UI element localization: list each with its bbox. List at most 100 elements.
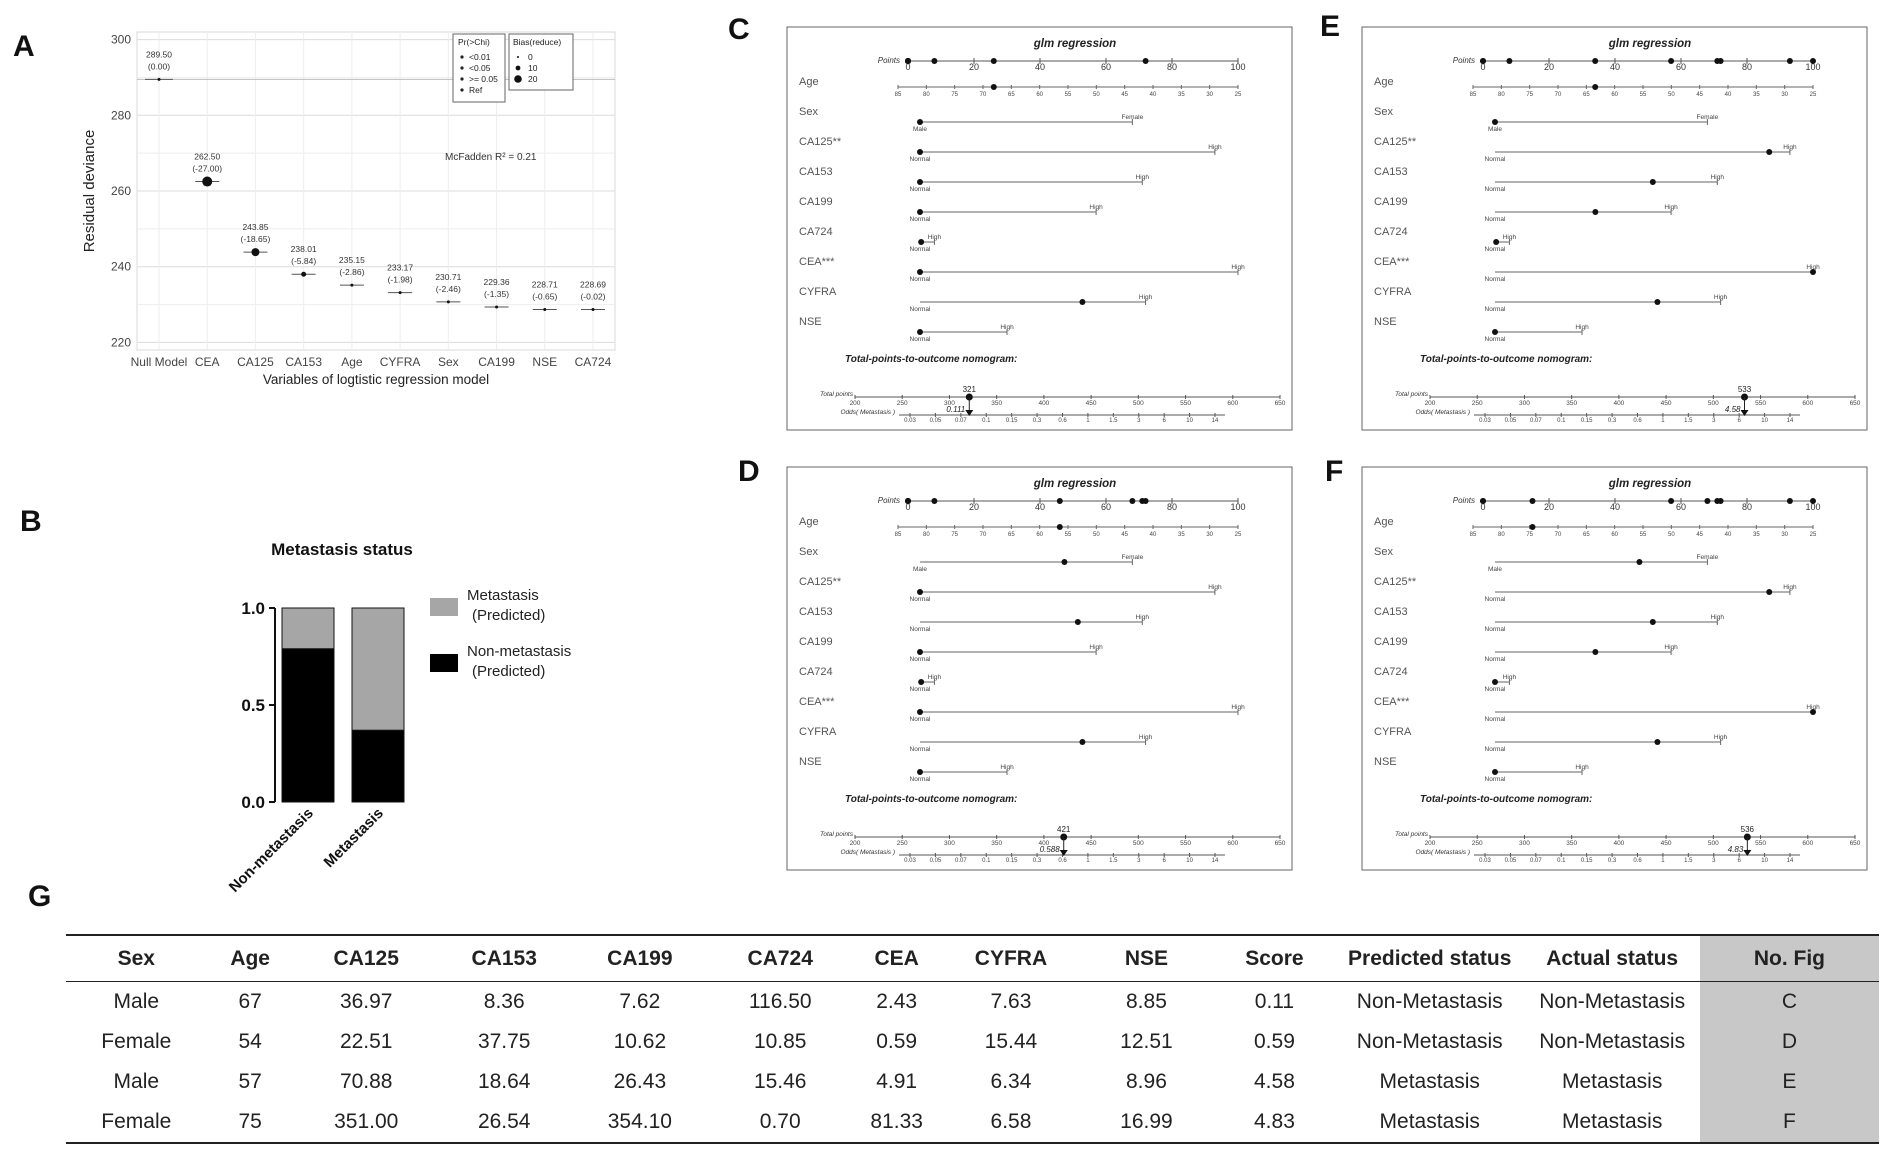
col-header: Actual status bbox=[1524, 934, 1700, 982]
nomogram-title: glm regression bbox=[1608, 38, 1691, 50]
odds-tick-label: 0.1 bbox=[1557, 858, 1566, 864]
table-cell: 7.62 bbox=[619, 990, 661, 1013]
y-tick-label: 220 bbox=[111, 335, 131, 349]
odds-marker bbox=[1059, 850, 1068, 856]
age-tick-label: 45 bbox=[1121, 532, 1128, 538]
level-low-label: Normal bbox=[1485, 306, 1507, 313]
age-tick-label: 30 bbox=[1206, 92, 1213, 98]
nomogram-e: glm regression Points 0 20 40 60 80 100 Age 85 80 7… bbox=[1361, 26, 1868, 431]
legend-pchi-item: <0.05 bbox=[469, 63, 491, 73]
total-tick-label: 350 bbox=[1566, 840, 1577, 847]
x-tick-label: Non-metastasis bbox=[226, 805, 317, 896]
level-low-label: Normal bbox=[1485, 656, 1507, 663]
variable-label: Sex bbox=[1374, 106, 1393, 118]
table-cell: 7.63 bbox=[990, 990, 1032, 1013]
odds-value: 0.588 bbox=[1040, 845, 1061, 854]
variable-label: Age bbox=[1374, 76, 1394, 88]
odds-tick-label: 6 bbox=[1162, 418, 1166, 424]
col-header: CA724 bbox=[710, 934, 851, 982]
total-points-label: Total points bbox=[1395, 391, 1429, 398]
nomogram-d: glm regression Points 0 20 40 60 80 100 Age 85 80 7… bbox=[786, 466, 1293, 871]
table-cell: Female bbox=[101, 1030, 172, 1053]
x-tick-label: CA724 bbox=[575, 355, 612, 369]
odds-tick-label: 0.1 bbox=[1557, 418, 1566, 424]
points-tick-label: 40 bbox=[1035, 502, 1045, 512]
y-tick-label: 260 bbox=[111, 184, 131, 198]
points-dot bbox=[1480, 498, 1486, 504]
table-cell: 0.70 bbox=[710, 1102, 851, 1144]
points-dot bbox=[1717, 58, 1724, 64]
age-tick-label: 80 bbox=[923, 92, 930, 98]
data-point bbox=[495, 305, 499, 309]
age-tick-label: 65 bbox=[1008, 532, 1015, 538]
age-tick-label: 25 bbox=[1235, 532, 1242, 538]
odds-tick-label: 14 bbox=[1212, 418, 1219, 424]
legend-bias-item: 0 bbox=[528, 52, 533, 62]
variable-label: CEA*** bbox=[799, 696, 835, 708]
level-high-label: High bbox=[1000, 324, 1014, 331]
x-tick-label: CA125 bbox=[237, 355, 274, 369]
value-label: 262.50 bbox=[194, 152, 220, 162]
variable-label: Sex bbox=[799, 106, 818, 118]
variable-dot bbox=[1592, 209, 1599, 215]
x-tick-label: CEA bbox=[195, 355, 220, 369]
total-tick-label: 650 bbox=[1850, 840, 1861, 847]
points-tick-label: 20 bbox=[1544, 502, 1554, 512]
level-high-label: High bbox=[1806, 704, 1820, 711]
level-high-label: High bbox=[1806, 264, 1820, 271]
y-tick-label: 280 bbox=[111, 108, 131, 122]
table-cell: Metastasis bbox=[1335, 1102, 1525, 1144]
points-tick-label: 80 bbox=[1742, 62, 1752, 72]
odds-tick-label: 0.05 bbox=[1505, 418, 1517, 424]
odds-tick-label: 0.3 bbox=[1608, 858, 1617, 864]
total-tick-label: 400 bbox=[1613, 400, 1624, 407]
delta-label: (-2.46) bbox=[436, 284, 461, 294]
variable-label: CEA*** bbox=[1374, 696, 1410, 708]
value-label: 228.69 bbox=[580, 280, 606, 290]
variable-dot bbox=[1074, 619, 1081, 625]
odds-label: Odds( Metastasis ) bbox=[1415, 849, 1470, 856]
variable-dot bbox=[917, 769, 923, 775]
points-tick-label: 60 bbox=[1101, 502, 1111, 512]
total-tick-label: 600 bbox=[1802, 400, 1813, 407]
variable-dot bbox=[1079, 739, 1086, 745]
level-low-label: Normal bbox=[910, 776, 932, 783]
nomogram-frame bbox=[1361, 26, 1868, 431]
points-tick-label: 40 bbox=[1610, 62, 1620, 72]
variable-label: NSE bbox=[1374, 756, 1397, 768]
table-cell: 0.59 bbox=[1254, 1030, 1295, 1053]
level-low-label: Normal bbox=[910, 716, 932, 723]
delta-label: (0.00) bbox=[148, 61, 170, 71]
table-cell: 36.97 bbox=[339, 990, 393, 1013]
variable-dot bbox=[1529, 524, 1536, 530]
nomogram-frame bbox=[786, 26, 1293, 431]
age-tick-label: 60 bbox=[1611, 92, 1618, 98]
table-cell: 8.85 bbox=[1126, 990, 1167, 1013]
variable-dot bbox=[1592, 649, 1599, 655]
variable-dot bbox=[1810, 709, 1816, 715]
points-dot bbox=[931, 498, 938, 504]
age-tick-label: 65 bbox=[1008, 92, 1015, 98]
col-header: CA125 bbox=[293, 934, 439, 982]
bar-segment bbox=[351, 729, 405, 803]
y-tick-label: 300 bbox=[111, 33, 131, 47]
table-header-row: Sex Age CA125 CA153 CA199 CA724 CEA CYFR… bbox=[66, 934, 1879, 982]
points-tick-label: 40 bbox=[1035, 62, 1045, 72]
deviance-chart: 220 240 260 280 300 289.50 (0.00) Null Model 262… bbox=[81, 31, 616, 387]
table-cell: 6.34 bbox=[990, 1070, 1032, 1093]
total-tick-label: 450 bbox=[1086, 400, 1097, 407]
table-cell: 70.88 bbox=[339, 1070, 393, 1093]
delta-label: (-1.98) bbox=[388, 275, 413, 285]
odds-tick-label: 0.1 bbox=[982, 418, 991, 424]
variable-dot bbox=[1592, 84, 1599, 90]
panel-label-e: E bbox=[1320, 10, 1341, 43]
variable-label: CA199 bbox=[1374, 636, 1408, 648]
legend-marker bbox=[460, 88, 464, 92]
level-low-label: Normal bbox=[1485, 276, 1507, 283]
legend-pchi-item: >= 0.05 bbox=[469, 74, 498, 84]
legend-pchi-item: Ref bbox=[469, 85, 483, 95]
legend-size-marker bbox=[514, 75, 522, 83]
table-row: Female 54 22.51 37.75 10.62 10.85 0.59 15.44 12.… bbox=[66, 1022, 1879, 1062]
col-header: Sex bbox=[66, 934, 207, 982]
age-tick-label: 30 bbox=[1781, 92, 1788, 98]
